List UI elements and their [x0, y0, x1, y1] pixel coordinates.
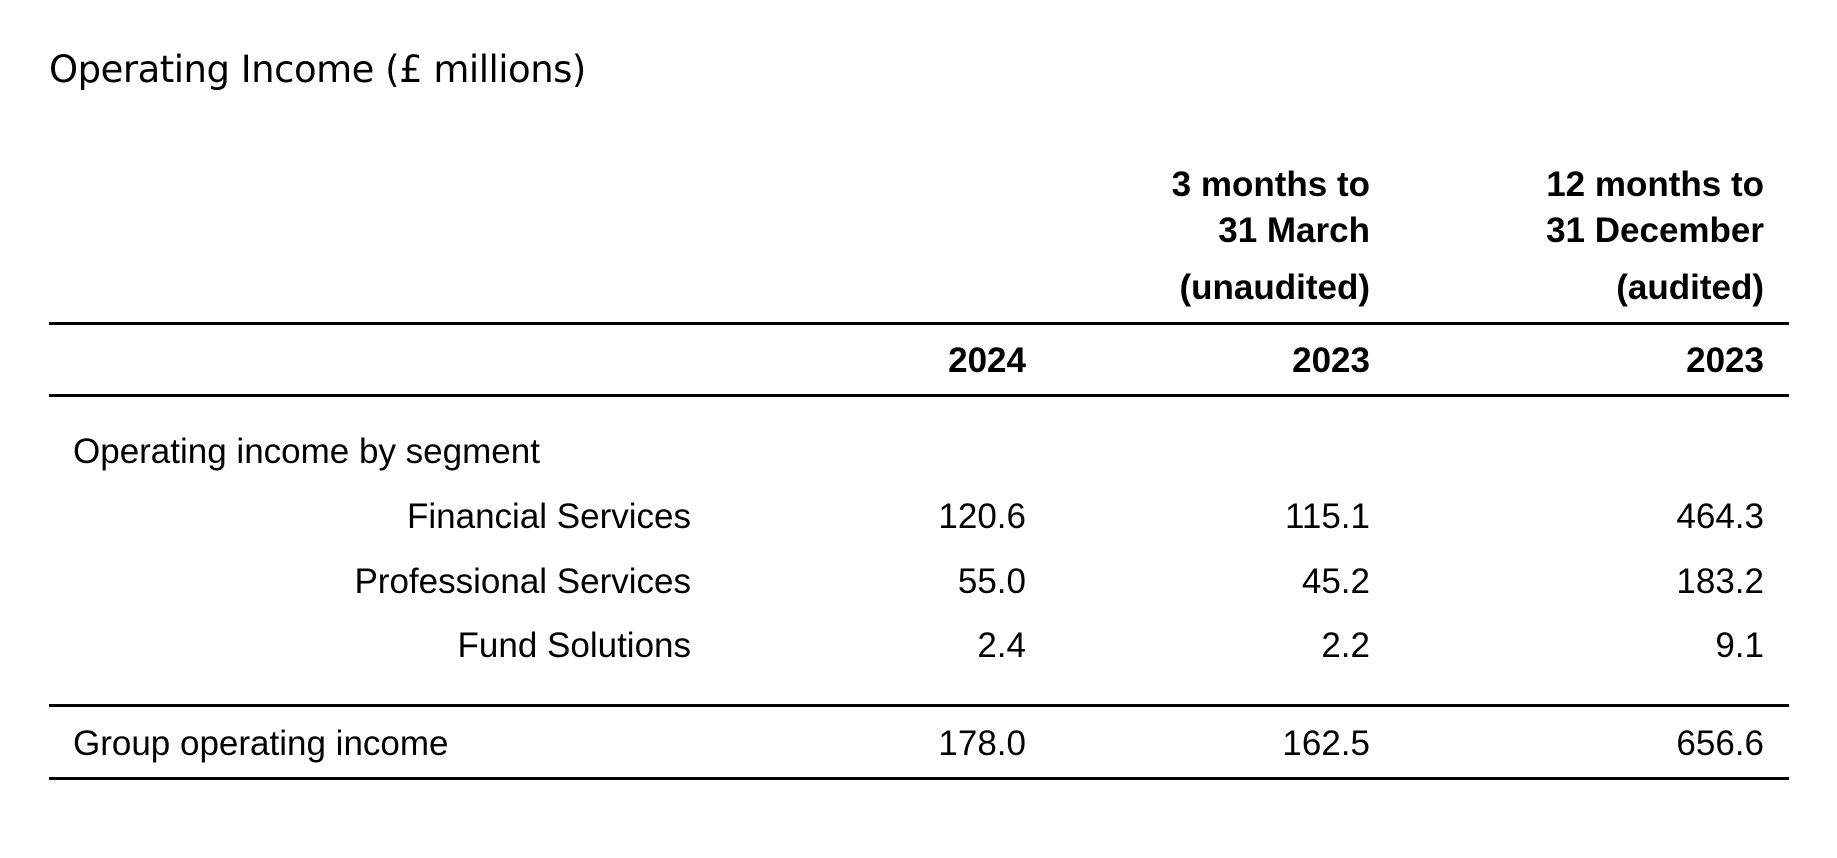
- cell-value: 55.0: [957, 562, 1026, 601]
- cell-value: 9.1: [1715, 626, 1764, 665]
- cell-value: 2.2: [1321, 626, 1370, 665]
- row-label: Fund Solutions: [457, 626, 691, 665]
- quarter-header-line1: 3 months to: [1171, 165, 1370, 204]
- cell-value: 183.2: [1676, 562, 1764, 601]
- total-value: 656.6: [1676, 724, 1764, 763]
- year-header-2024: 2024: [948, 341, 1026, 380]
- header-bottom-rule: [49, 394, 1789, 397]
- row-label: Financial Services: [407, 497, 691, 536]
- year-header-q2023: 2023: [1292, 341, 1370, 380]
- cell-value: 120.6: [938, 497, 1026, 536]
- year-header-line1: 12 months to: [1546, 165, 1764, 204]
- table-title: Operating Income (£ millions): [49, 48, 586, 91]
- quarter-header-line2: 31 March: [1218, 211, 1370, 250]
- year-header-line3: (audited): [1616, 268, 1764, 307]
- cell-value: 2.4: [977, 626, 1026, 665]
- quarter-header-line3: (unaudited): [1179, 268, 1370, 307]
- total-label: Group operating income: [73, 724, 449, 763]
- cell-value: 115.1: [1285, 497, 1370, 536]
- cell-value: 45.2: [1301, 562, 1370, 601]
- total-top-rule: [49, 704, 1789, 707]
- year-header-line2: 31 December: [1546, 211, 1764, 250]
- total-value: 162.5: [1282, 724, 1370, 763]
- cell-value: 464.3: [1676, 497, 1764, 536]
- section-label: Operating income by segment: [73, 432, 540, 471]
- year-header-fy2023: 2023: [1686, 341, 1764, 380]
- total-bottom-rule: [49, 777, 1789, 780]
- header-top-rule: [49, 322, 1789, 325]
- row-label: Professional Services: [354, 562, 691, 601]
- total-value: 178.0: [938, 724, 1026, 763]
